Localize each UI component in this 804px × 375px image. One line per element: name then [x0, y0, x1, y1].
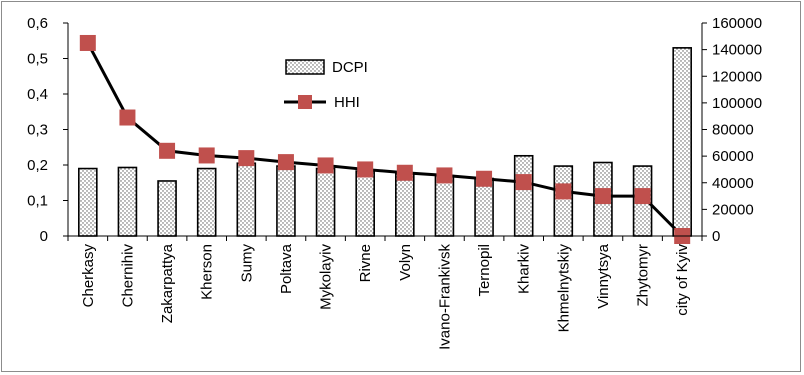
right-tick-label: 140000	[712, 42, 762, 59]
hhi-marker	[396, 164, 413, 181]
dcpi-bar	[236, 162, 257, 237]
dcpi-bar	[513, 154, 534, 237]
right-axis-ticks: 0 20000 40000 60000 80000 100000 120000 140000 1…	[702, 15, 762, 245]
hhi-marker	[238, 150, 255, 167]
dcpi-bar	[672, 47, 692, 237]
right-tick-label: 60000	[712, 148, 754, 165]
legend-dcpi-label: DCPI	[332, 59, 368, 76]
hhi-marker	[159, 142, 176, 159]
legend-hhi-marker	[298, 95, 312, 109]
right-tick-label: 100000	[712, 95, 762, 112]
left-tick-label: 0,5	[27, 51, 48, 68]
dcpi-bar	[434, 174, 455, 237]
dcpi-bars	[78, 47, 692, 237]
dcpi-bar	[553, 165, 574, 237]
hhi-marker	[198, 147, 215, 164]
hhi-marker	[594, 188, 611, 205]
category-label: Vinnytsya	[595, 243, 612, 308]
category-label: Kharkiv	[516, 244, 533, 295]
hhi-marker	[277, 154, 294, 171]
hhi-line-series	[79, 34, 691, 244]
dcpi-bar	[196, 167, 217, 237]
category-label: Mykolayiv	[318, 244, 335, 310]
hhi-marker	[555, 183, 572, 200]
right-tick-label: 160000	[712, 15, 762, 32]
hhi-marker	[79, 34, 96, 51]
left-tick-label: 0,4	[27, 86, 48, 103]
right-tick-label: 120000	[712, 68, 762, 85]
legend: DCPI HHI	[284, 59, 368, 111]
hhi-marker	[476, 170, 493, 187]
category-label: Zhytomyr	[635, 244, 652, 307]
hhi-line	[86, 42, 684, 238]
right-tick-label: 20000	[712, 201, 754, 218]
legend-dcpi-swatch	[285, 59, 325, 75]
category-label: Khmelnytskiy	[555, 244, 572, 333]
dcpi-bar	[117, 166, 138, 237]
axes	[67, 23, 703, 241]
dcpi-bar	[78, 167, 98, 237]
category-label: Kherson	[199, 244, 216, 300]
dcpi-bar	[355, 170, 375, 237]
category-label: Rivne	[357, 244, 374, 282]
right-tick-label: 80000	[712, 122, 754, 139]
category-label: Ternopil	[476, 244, 493, 297]
left-tick-label: 0,2	[27, 157, 48, 174]
category-label: Zakarpattya	[159, 243, 176, 323]
dcpi-bar	[474, 177, 494, 237]
hhi-marker	[436, 167, 453, 184]
hhi-marker	[317, 157, 334, 174]
left-tick-label: 0,3	[27, 122, 48, 139]
hhi-marker	[357, 161, 374, 178]
left-tick-label: 0	[40, 228, 48, 245]
hhi-marker	[119, 109, 136, 126]
left-axis-ticks: 0 0,1 0,2 0,3 0,4 0,5 0,6	[27, 15, 68, 245]
left-tick-label: 0,1	[27, 193, 48, 210]
category-label: Sumy	[238, 244, 255, 283]
category-label: Volyn	[397, 244, 414, 281]
right-tick-label: 0	[712, 228, 720, 245]
dcpi-bar	[395, 173, 415, 237]
category-label: Chernihiv	[119, 244, 136, 308]
category-label: Ivano-Frankivsk	[436, 244, 453, 350]
dcpi-bar	[315, 167, 336, 237]
category-label: Poltava	[278, 243, 295, 294]
category-label: Cherkasy	[80, 244, 97, 308]
hhi-marker	[515, 174, 532, 191]
legend-hhi-label: HHI	[334, 94, 360, 111]
category-label: city of Kyiv	[674, 244, 691, 316]
hhi-marker	[634, 188, 651, 205]
right-tick-label: 40000	[712, 175, 754, 192]
left-tick-label: 0,6	[27, 15, 48, 32]
dcpi-bar	[157, 180, 177, 237]
dcpi-bar	[276, 165, 296, 237]
category-labels: Cherkasy Chernihiv Zakarpattya Kherson Sumy P…	[80, 243, 691, 350]
